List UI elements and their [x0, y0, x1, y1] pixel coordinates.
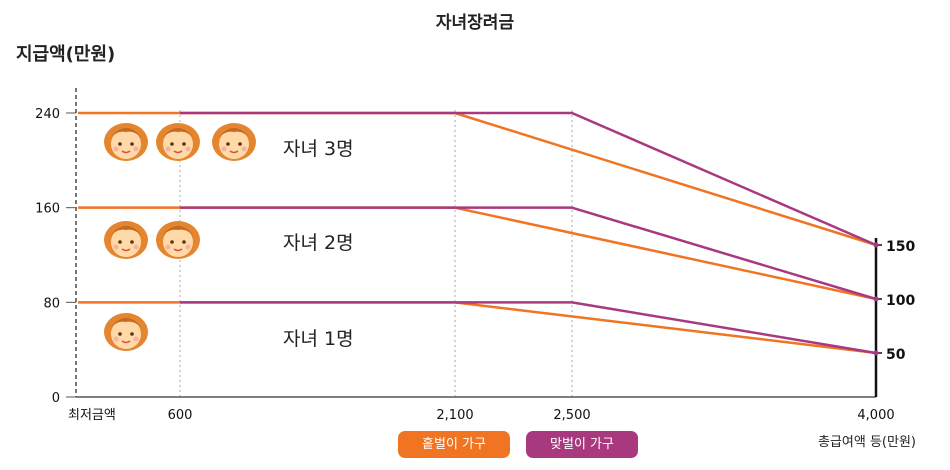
x-axis-title: 총급여액 등(만원) [818, 435, 916, 450]
series-line-5 [180, 111, 877, 247]
y-tick-label: 80 [43, 296, 60, 311]
series-line-4 [78, 111, 877, 247]
y-tick-label: 240 [35, 107, 60, 122]
child-face-icon [103, 312, 149, 352]
y-tick-label: 160 [35, 202, 60, 217]
series-line-2 [78, 206, 877, 301]
series-line-3 [180, 206, 877, 301]
x-tick-label: 4,000 [857, 408, 894, 423]
series-line-0 [78, 301, 877, 355]
legend-dual-income: 맞벌이 가구 [526, 431, 638, 458]
right-tick-label: 50 [886, 347, 906, 363]
x-tick-label: 2,500 [553, 408, 590, 423]
x-tick-label: 600 [168, 408, 193, 423]
group-label: 자녀 2명 [283, 232, 354, 254]
legend-single-income: 홑벌이 가구 [398, 431, 510, 458]
child-face-icon [155, 122, 201, 162]
right-tick-label: 150 [886, 239, 915, 255]
right-tick-label: 100 [886, 293, 915, 309]
child-face-icon [103, 220, 149, 260]
child-face-icon [155, 220, 201, 260]
series-endpoint-0 [873, 242, 879, 248]
series-line-1 [180, 301, 877, 355]
child-face-icon [103, 122, 149, 162]
y-axis-title: 지급액(만원) [16, 44, 116, 65]
series-endpoint-2 [873, 350, 879, 356]
x-tick-label: 2,100 [436, 408, 473, 423]
series-endpoint-1 [873, 296, 879, 302]
x-tick-label: 최저금액 [68, 408, 116, 423]
child-face-icon [211, 122, 257, 162]
group-label: 자녀 3명 [283, 138, 354, 160]
y-tick-label: 0 [52, 391, 60, 406]
group-label: 자녀 1명 [283, 328, 354, 350]
chart-title: 자녀장려금 [435, 13, 515, 33]
